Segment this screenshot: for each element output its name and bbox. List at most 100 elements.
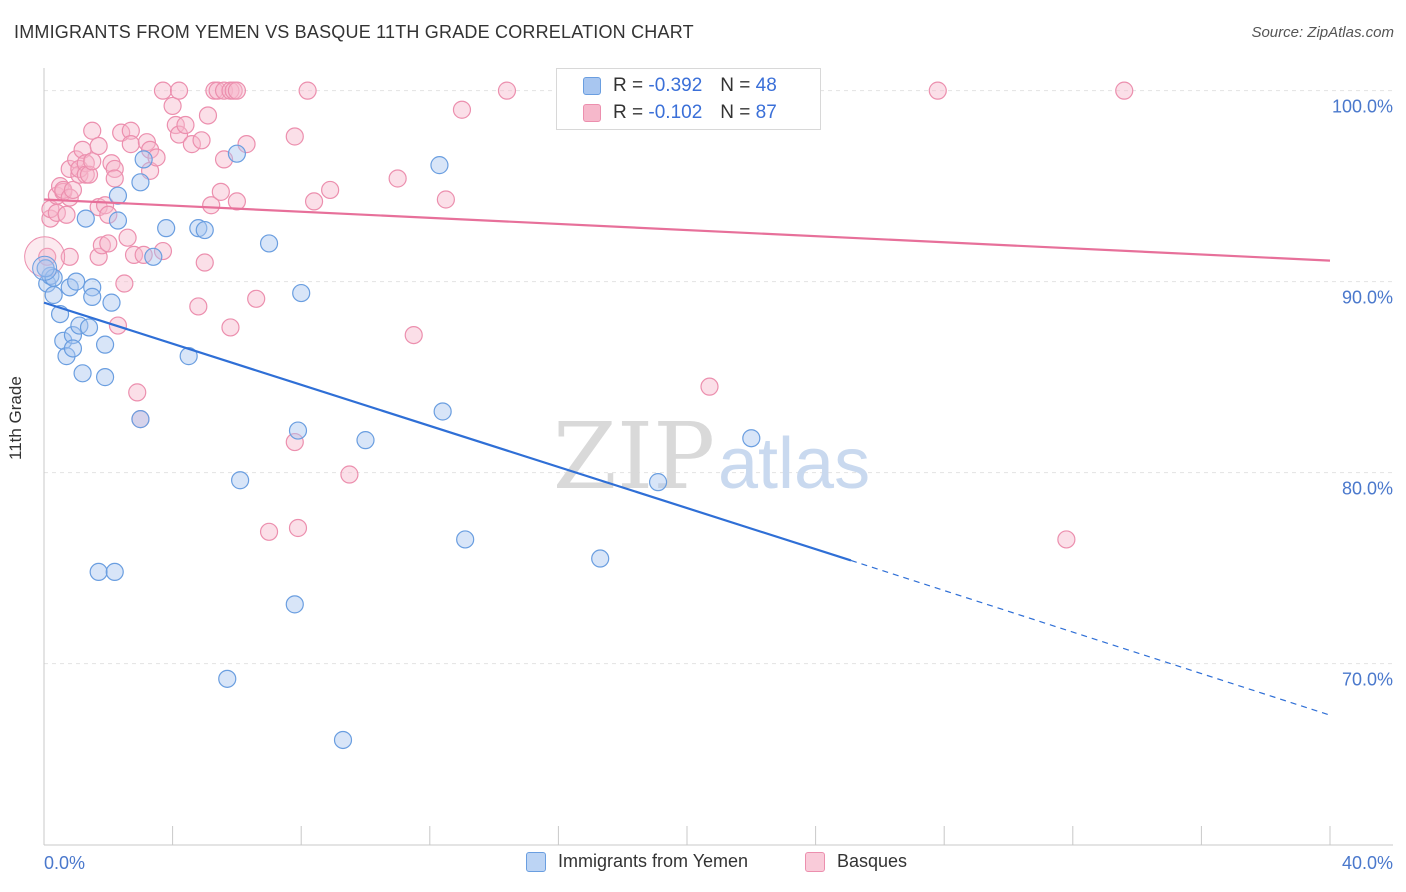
basques-point [202,196,221,215]
r-label: R = [613,75,644,96]
basques-point [163,96,182,116]
x-tick-label-max: 40.0% [1342,853,1393,873]
yemen-point [288,421,308,440]
basques-point [285,127,304,146]
basques-point [89,136,108,156]
legend-item-yemen[interactable]: Immigrants from Yemen [526,851,748,872]
legend: Immigrants from Yemen Basques [0,851,1406,879]
basques-point [1057,530,1076,549]
yemen-swatch [583,77,601,95]
yemen-point [195,220,214,240]
n-label: N = [720,75,751,96]
basques-point [153,241,173,261]
basques-point [192,131,211,150]
yemen-point [76,209,95,228]
yemen-point [292,283,311,303]
basques-point [128,383,147,402]
yemen-point-cluster [32,255,58,281]
yemen-point [231,471,250,490]
basques-point [153,81,173,100]
yemen-point [144,247,163,266]
grid-lines [44,90,1393,665]
yemen-point [131,410,150,429]
basques-point [247,289,266,308]
yemen-point [131,173,150,192]
basques-point [700,377,719,396]
x-tick-label-min: 0.0% [44,853,85,873]
legend-label-yemen: Immigrants from Yemen [558,851,749,871]
basques-point [169,125,189,144]
yemen-point [218,669,237,688]
basques-point [63,180,83,200]
r-label: R = [613,102,644,123]
basques-point [237,135,256,154]
legend-swatch-yemen [526,851,546,872]
basques-point [169,81,189,100]
basques-point [99,205,118,224]
basques-point [198,106,218,125]
yemen-point [108,186,128,205]
basques-point [189,297,208,316]
basques-point [89,247,108,266]
basques-point [285,432,304,452]
basques-point [70,165,89,184]
basques-point [1115,81,1134,100]
yemen-point [742,429,761,448]
basques-point [436,190,455,209]
yemen-point [356,431,375,450]
y-tick-label: 90.0% [1342,288,1393,308]
yemen-point [259,234,279,253]
trend-lines [43,198,1331,716]
r-value-yemen: -0.392 [648,75,703,96]
r-value-basques: -0.102 [648,102,703,123]
yemen-trend-extension [850,559,1331,716]
yemen-point [63,339,83,358]
yemen-point [456,530,475,549]
yemen-points [32,144,761,750]
basques-point [118,228,137,247]
basques-point [321,180,340,200]
basques-point [102,154,121,173]
basques-point [57,205,76,224]
basques-point [195,253,214,272]
yemen-point [648,473,668,492]
basques-points [24,81,1134,549]
basques-point [124,245,144,264]
legend-label-basques: Basques [837,851,908,871]
basques-point [115,274,134,293]
watermark-zip: ZIP [553,403,715,510]
basques-point [67,150,86,169]
basques-point [928,81,947,100]
yemen-point [57,347,76,366]
basques-point [95,196,115,215]
yemen-point [95,368,115,387]
yemen-point [105,562,124,582]
yemen-point [227,144,246,163]
stats-box: R = -0.392 N = 48 R = -0.102 N = 87 [556,68,821,130]
yemen-point [108,211,128,230]
basques-point [79,165,99,184]
stats-row-yemen: R = -0.392 N = 48 [583,75,777,97]
basques-point [388,169,407,188]
stats-row-basques: R = -0.102 N = 87 [583,102,777,124]
basques-point [54,180,73,200]
basques-point [288,518,308,538]
legend-swatch-basques [805,851,825,872]
n-value-yemen: 48 [755,75,777,96]
yemen-point [73,364,92,383]
source-credit: Source: ZipAtlas.com [1251,24,1394,41]
legend-item-basques[interactable]: Basques [805,851,907,872]
y-tick-labels: 70.0% 80.0% 90.0% 100.0% [1332,97,1393,690]
yemen-point [54,331,73,350]
chart-title: IMMIGRANTS FROM YEMEN VS BASQUE 11TH GRA… [14,22,694,42]
basques-point [83,152,102,171]
basques-point [304,192,324,211]
basques-point [176,115,195,135]
axes [43,68,1393,846]
yemen-point [157,219,176,238]
y-tick-label: 70.0% [1342,670,1393,690]
basques-point [121,121,140,140]
basques-point [211,182,230,201]
yemen-point [79,318,99,337]
